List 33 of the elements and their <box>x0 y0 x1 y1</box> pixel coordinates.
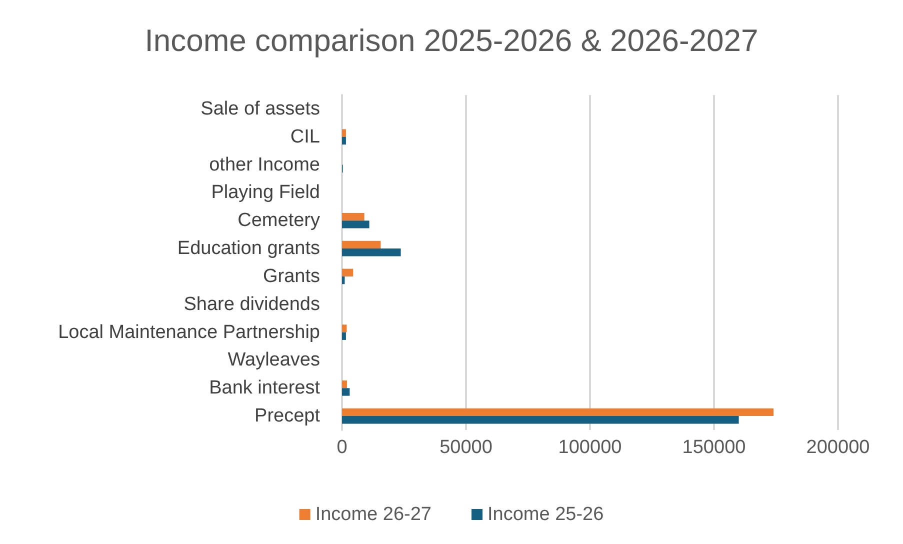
x-tick-label: 200000 <box>806 437 870 458</box>
bar <box>342 380 347 388</box>
bar <box>342 136 346 145</box>
bar <box>342 332 346 340</box>
y-tick-label: CIL <box>290 126 320 148</box>
y-tick-label: Playing Field <box>211 182 320 204</box>
bar <box>342 212 364 221</box>
y-tick-label: Education grants <box>177 238 320 260</box>
y-tick-label: Precept <box>254 406 321 427</box>
bar <box>342 416 739 424</box>
bar <box>342 220 370 228</box>
x-tick-label: 100000 <box>558 437 622 458</box>
y-tick-label: Grants <box>262 266 320 287</box>
legend-label: Income 25-26 <box>488 504 604 525</box>
bar <box>342 268 354 276</box>
bar <box>342 240 381 249</box>
bar <box>342 408 774 416</box>
y-tick-label: Wayleaves <box>228 350 320 371</box>
chart-title: Income comparison 2025-2026 & 2026-2027 <box>144 23 758 58</box>
x-tick-label: 50000 <box>440 437 492 458</box>
y-tick-label: Cemetery <box>238 210 320 232</box>
y-tick-label: Sale of assets <box>200 98 320 120</box>
bar <box>342 129 346 137</box>
bar <box>342 324 347 332</box>
legend-label: Income 26-27 <box>315 504 432 525</box>
y-tick-label: Local Maintenance Partnership <box>58 322 320 343</box>
x-tick-label: 150000 <box>682 437 746 458</box>
bar <box>342 248 401 256</box>
y-tick-label: other Income <box>209 154 320 176</box>
x-tick-label: 0 <box>336 437 348 458</box>
y-tick-label: Bank interest <box>209 378 321 399</box>
bar <box>342 388 350 396</box>
y-tick-label: Share dividends <box>184 294 320 315</box>
